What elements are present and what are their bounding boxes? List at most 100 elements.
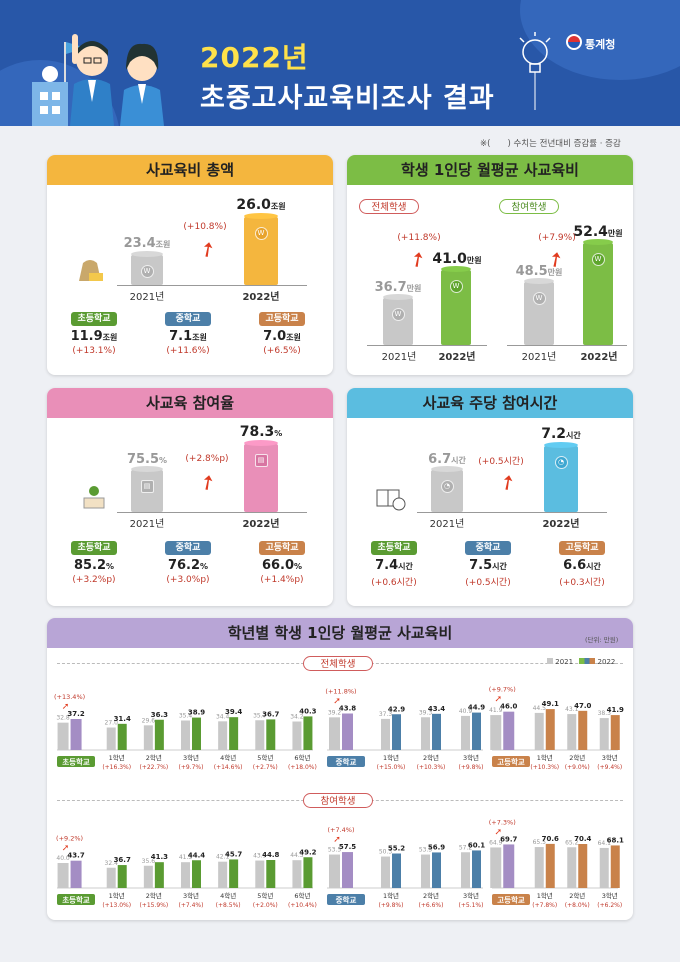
unit: 조원 xyxy=(192,333,207,342)
school-label: 초등학교 xyxy=(62,757,90,767)
pill-elementary: 초등학교 xyxy=(371,541,417,555)
grade-label: 1학년 xyxy=(537,891,553,900)
change-label: (+7.3%) xyxy=(489,818,516,826)
sub-change-middle: (+3.0%p) xyxy=(166,575,210,585)
legend: 2021 2022 xyxy=(547,658,615,666)
grade-label: 3학년 xyxy=(463,753,479,762)
change-label: (+6.2%) xyxy=(597,902,622,909)
value-2022: 44.4 xyxy=(188,851,205,859)
bar-2022 xyxy=(545,709,555,750)
value-2022: 43.7 xyxy=(67,852,84,860)
grade-label: 1학년 xyxy=(383,753,399,762)
unit: 시간 xyxy=(492,562,507,571)
page-title: 초중고사교육비조사 결과 xyxy=(200,83,495,114)
value-2022: 70.4 xyxy=(574,835,591,843)
school-pill xyxy=(57,894,95,905)
bar-2022 xyxy=(545,843,555,888)
change-label: (+9.7%) xyxy=(179,764,204,771)
up-arrow-icon: ➚ xyxy=(62,702,70,712)
value-2022: 70.6 xyxy=(542,835,559,843)
label-2021: 2021년 xyxy=(381,352,417,363)
value-all-2021: 36.7만원 xyxy=(358,279,438,295)
label-2022: 2022년 xyxy=(542,519,580,530)
bar-2021 xyxy=(292,721,302,750)
school-pill xyxy=(327,894,365,905)
bar-2022 xyxy=(229,859,239,888)
sub-change-elementary: (+3.2%p) xyxy=(72,575,116,585)
section-participants: 참여학생 xyxy=(303,793,373,808)
bar-2021 xyxy=(57,722,69,750)
grade-label: 1학년 xyxy=(109,753,125,762)
change-label: (+7.8%) xyxy=(532,902,557,909)
section-all-students: 전체학생 xyxy=(303,656,373,671)
bar-2021 xyxy=(599,847,609,888)
up-arrow-icon: ➚ xyxy=(62,844,70,854)
value-2022: 38.9 xyxy=(188,709,205,717)
change-label: (+13.0%) xyxy=(102,902,131,909)
school-pill xyxy=(57,756,95,767)
change-label: (+9.0%) xyxy=(565,764,590,771)
num: 6.7 xyxy=(428,452,452,467)
school-label: 중학교 xyxy=(336,757,357,767)
value-2022: 44.8 xyxy=(262,851,279,859)
value-2022: 47.0 xyxy=(574,702,591,710)
bar-2021 xyxy=(461,852,470,888)
change-label: (+22.7%) xyxy=(139,764,168,771)
bar-2022 xyxy=(303,857,313,888)
num: 85.2 xyxy=(73,558,107,573)
up-arrow-icon: ➚ xyxy=(494,827,502,837)
bar-part-2022: W xyxy=(583,243,613,345)
bar-2021 xyxy=(181,862,190,888)
kostat-logo-icon xyxy=(566,34,582,50)
value-2021: 40.0 xyxy=(56,855,70,862)
school-label: 중학교 xyxy=(336,895,357,905)
bar-2021 xyxy=(534,712,544,750)
change-label: (+9.2%) xyxy=(56,835,83,843)
num: 11.9 xyxy=(70,329,103,344)
unit: % xyxy=(159,456,168,465)
bar-2022 xyxy=(578,710,588,750)
value-2022: 37.2 xyxy=(67,710,84,718)
change-label: (+13.4%) xyxy=(54,693,85,701)
value-2021: 38.3 xyxy=(598,710,612,717)
label-2021: 2021년 xyxy=(521,352,557,363)
value-2021: 64.1 xyxy=(598,840,612,847)
clock-icon: ◔ xyxy=(554,456,568,469)
bar-2021 xyxy=(57,863,69,888)
pill-high: 고등학교 xyxy=(259,312,305,326)
value-2021: 35.6 xyxy=(142,858,156,865)
doc-icon: ▤ xyxy=(254,454,268,467)
bar-2022: W xyxy=(244,217,278,285)
value-2022: 68.1 xyxy=(607,836,624,844)
num: 66.0 xyxy=(261,558,295,573)
value-2022-num: 26.0 xyxy=(236,197,271,213)
bar-2021 xyxy=(461,715,470,750)
bar-2021 xyxy=(143,865,153,888)
value-2022: 40.3 xyxy=(299,707,316,715)
bar-2022 xyxy=(392,714,401,750)
bar-2022 xyxy=(342,713,353,750)
card-per-capita: 학생 1인당 월평균 사교육비 전체학생 참여학생 (+11.8%) ➚ W 3… xyxy=(347,155,633,375)
change-label: (+8.0%) xyxy=(565,902,590,909)
value-2021: 64.9 xyxy=(489,839,503,846)
value-2022: 57.5 xyxy=(339,843,356,851)
value-2021: 53.5 xyxy=(328,847,342,854)
card-title: 사교육비 총액 xyxy=(47,155,333,185)
sub-value-elementary: 85.2% xyxy=(59,558,129,573)
bar-2022: ◔ xyxy=(544,446,578,512)
change-label: (+9.8%) xyxy=(459,764,484,771)
bar-2021: ▤ xyxy=(131,470,163,512)
label-2022: 2022년 xyxy=(438,352,476,363)
unit: 만원 xyxy=(406,284,422,293)
value-2021: 32.8 xyxy=(56,715,70,722)
grade-label: 4학년 xyxy=(220,753,236,762)
bar-2021 xyxy=(381,718,390,750)
pill-middle: 중학교 xyxy=(165,541,211,555)
baseline xyxy=(367,345,487,346)
grade-label: 6학년 xyxy=(294,891,310,900)
baseline xyxy=(117,285,307,286)
bar-2021: ◔ xyxy=(431,470,463,512)
bar-2022 xyxy=(578,844,588,888)
bar-2022: ▤ xyxy=(244,444,278,512)
change-hours: (+0.5시간) xyxy=(478,457,524,467)
